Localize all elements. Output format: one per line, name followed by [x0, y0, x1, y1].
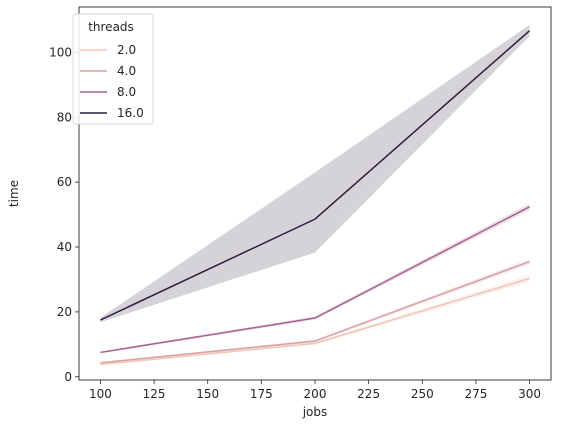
x-tick-label: 225 — [357, 387, 380, 401]
legend-label-0: 2.0 — [117, 43, 136, 57]
x-tick-label: 200 — [304, 387, 327, 401]
y-tick-label: 20 — [57, 305, 72, 319]
legend-label-3: 16.0 — [117, 106, 144, 120]
x-tick-label: 175 — [250, 387, 273, 401]
series-line-0 — [100, 277, 530, 366]
legend-label-2: 8.0 — [117, 85, 136, 99]
legend-box — [72, 13, 154, 125]
series-line-2 — [100, 206, 530, 354]
y-tick-label: 100 — [49, 45, 72, 59]
y-axis-ticks: 0 20 40 60 80 100 — [49, 45, 79, 384]
series-line-3 — [100, 30, 531, 321]
series-line-1 — [100, 260, 530, 364]
x-tick-label: 275 — [464, 387, 487, 401]
legend-items: 2.0 4.0 8.0 16.0 — [80, 43, 144, 120]
x-axis-label: jobs — [302, 405, 328, 419]
x-tick-label: 250 — [411, 387, 434, 401]
x-tick-label: 125 — [143, 387, 166, 401]
legend-label-1: 4.0 — [117, 64, 136, 78]
y-tick-label: 0 — [64, 370, 72, 384]
legend-title: threads — [88, 20, 134, 34]
y-tick-label: 60 — [57, 175, 72, 189]
y-tick-label: 80 — [57, 110, 72, 124]
x-axis-ticks: 100 125 150 175 200 225 250 275 300 — [89, 380, 541, 401]
confidence-bands — [100, 24, 530, 366]
x-tick-label: 100 — [89, 387, 112, 401]
y-axis-label: time — [7, 180, 21, 207]
legend: threads 2.0 4.0 8.0 16.0 — [72, 13, 154, 125]
ci-band-3 — [100, 24, 530, 323]
x-tick-label: 300 — [518, 387, 541, 401]
x-tick-label: 150 — [196, 387, 219, 401]
series-lines — [100, 30, 531, 366]
y-tick-label: 40 — [57, 240, 72, 254]
